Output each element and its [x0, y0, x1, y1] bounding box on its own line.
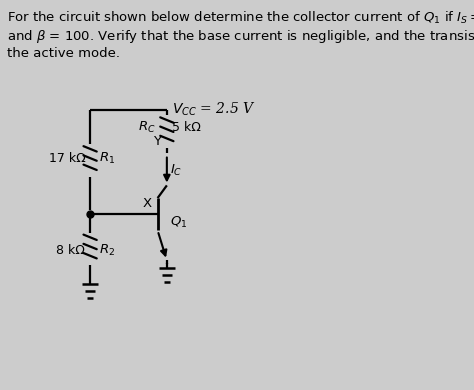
Text: $R_2$: $R_2$: [100, 243, 116, 258]
Text: $I_C$: $I_C$: [170, 163, 182, 177]
Text: X: X: [143, 197, 152, 210]
Text: $V_{CC}$ = 2.5 V: $V_{CC}$ = 2.5 V: [172, 100, 255, 117]
Text: 17 kΩ: 17 kΩ: [49, 152, 85, 165]
Text: For the circuit shown below determine the collector current of $Q_1$ if $I_S = 1: For the circuit shown below determine th…: [7, 9, 474, 27]
Text: $Q_1$: $Q_1$: [170, 215, 187, 230]
Text: the active mode.: the active mode.: [7, 47, 120, 60]
Text: Y: Y: [153, 135, 161, 148]
Text: and $\beta$ = 100. Verify that the base current is negligible, and the transisto: and $\beta$ = 100. Verify that the base …: [7, 28, 474, 45]
Text: $R_1$: $R_1$: [100, 151, 116, 166]
Text: $R_C$: $R_C$: [138, 120, 156, 135]
Text: 8 kΩ: 8 kΩ: [56, 244, 85, 257]
Text: 5 kΩ: 5 kΩ: [172, 121, 201, 134]
